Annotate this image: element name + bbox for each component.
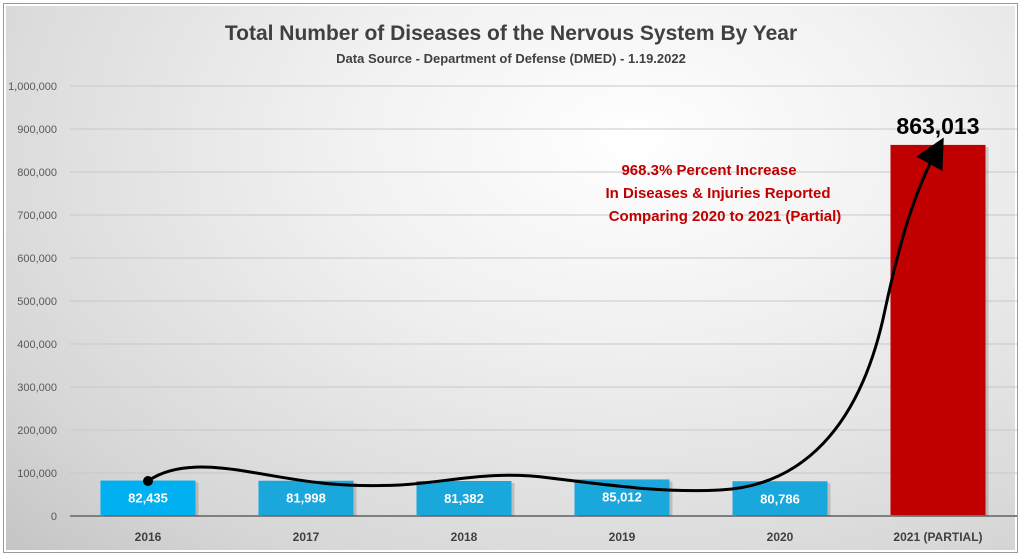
y-tick-label: 200,000 xyxy=(17,425,57,437)
annotation-line-1: 968.3% Percent Increase xyxy=(621,162,796,179)
chart-title: Total Number of Diseases of the Nervous … xyxy=(225,22,797,45)
data-label: 81,998 xyxy=(286,491,326,506)
trend-start-dot xyxy=(143,476,153,486)
x-tick-label: 2020 xyxy=(767,530,794,544)
y-tick-label: 800,000 xyxy=(17,167,57,179)
bar xyxy=(890,144,986,515)
x-tick-label: 2017 xyxy=(293,530,320,544)
bar xyxy=(258,480,354,515)
data-label: 81,382 xyxy=(444,491,484,506)
y-tick-label: 300,000 xyxy=(17,382,57,394)
y-tick-label: 400,000 xyxy=(17,339,57,351)
x-tick-label: 2019 xyxy=(609,530,636,544)
data-label: 80,786 xyxy=(760,491,800,506)
y-tick-label: 100,000 xyxy=(17,468,57,480)
annotation-line-2: In Diseases & Injuries Reported xyxy=(605,185,830,202)
y-tick-label: 0 xyxy=(51,511,57,523)
data-label: 85,012 xyxy=(602,489,642,504)
annotation-line-3: Comparing 2020 to 2021 (Partial) xyxy=(609,208,842,225)
chart-area xyxy=(3,3,1018,553)
chart-subtitle: Data Source - Department of Defense (DME… xyxy=(336,51,686,66)
data-label: 863,013 xyxy=(896,113,979,139)
y-tick-label: 600,000 xyxy=(17,253,57,265)
trend-arrow xyxy=(147,137,944,493)
x-tick-label: 2021 (PARTIAL) xyxy=(893,530,982,544)
y-tick-label: 1,000,000 xyxy=(8,81,57,93)
data-label: 82,435 xyxy=(128,491,168,506)
x-tick-label: 2018 xyxy=(451,530,478,544)
bar xyxy=(416,481,512,515)
bar xyxy=(100,480,196,515)
x-tick-label: 2016 xyxy=(135,530,162,544)
y-tick-label: 700,000 xyxy=(17,210,57,222)
y-tick-label: 900,000 xyxy=(17,124,57,136)
y-tick-label: 500,000 xyxy=(17,296,57,308)
